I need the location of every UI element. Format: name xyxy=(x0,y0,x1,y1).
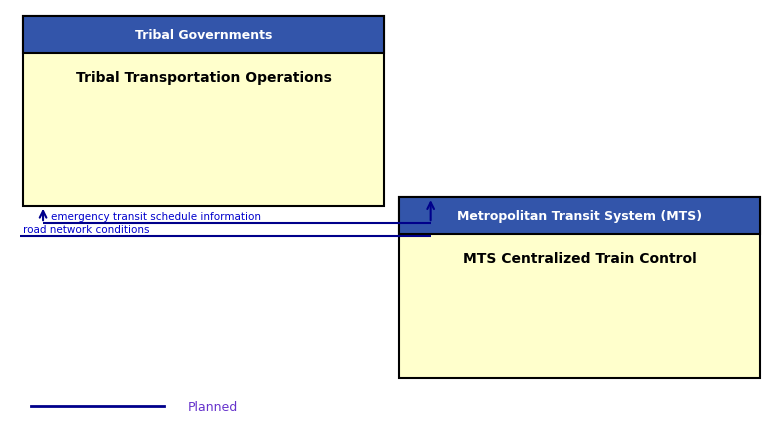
Text: MTS Centralized Train Control: MTS Centralized Train Control xyxy=(463,252,696,265)
Text: Tribal Governments: Tribal Governments xyxy=(135,29,272,42)
Bar xyxy=(399,198,760,378)
Text: Tribal Transportation Operations: Tribal Transportation Operations xyxy=(76,71,331,85)
Bar xyxy=(23,17,384,54)
Bar xyxy=(399,198,760,234)
Text: Planned: Planned xyxy=(188,400,238,413)
Text: Metropolitan Transit System (MTS): Metropolitan Transit System (MTS) xyxy=(456,209,702,223)
Text: emergency transit schedule information: emergency transit schedule information xyxy=(51,212,261,221)
Text: road network conditions: road network conditions xyxy=(23,224,150,234)
Bar xyxy=(23,17,384,206)
